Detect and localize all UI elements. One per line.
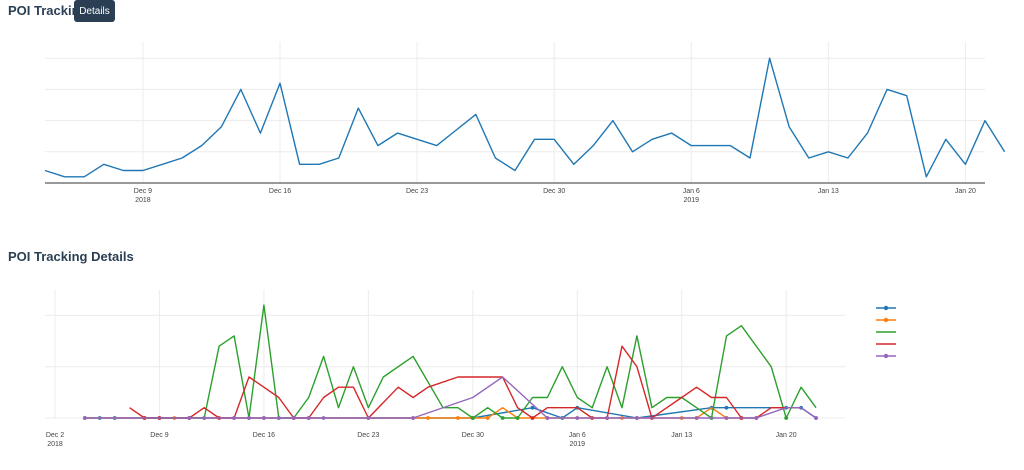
x-tick-label: Dec 30 <box>462 432 484 439</box>
x-tick-year-label: 2018 <box>135 197 151 204</box>
data-point-purple <box>545 416 550 420</box>
data-point-purple <box>724 416 729 420</box>
x-tick-year-label: 2019 <box>683 197 699 204</box>
x-tick-label: Jan 13 <box>818 188 839 195</box>
x-tick-label: Dec 9 <box>150 432 168 439</box>
legend-marker-blue <box>883 305 889 311</box>
data-point-red <box>530 416 535 420</box>
data-point-blue <box>724 405 729 410</box>
x-tick-label: Dec 16 <box>269 188 291 195</box>
data-point-purple <box>291 416 296 420</box>
data-point-green <box>784 416 789 420</box>
x-tick-label: Dec 23 <box>406 188 428 195</box>
x-tick-label: Jan 13 <box>671 432 692 439</box>
data-point-green <box>470 416 475 420</box>
x-tick-year-label: 2018 <box>47 441 63 448</box>
data-point-purple <box>306 416 311 420</box>
data-point-purple <box>635 416 639 420</box>
data-point-blue <box>530 405 535 410</box>
data-point-purple <box>232 416 236 420</box>
x-tick-label: Dec 16 <box>253 432 275 439</box>
data-point-purple <box>605 416 609 420</box>
data-point-orange <box>426 416 430 420</box>
x-tick-label: Dec 23 <box>357 432 379 439</box>
data-point-purple <box>321 416 326 420</box>
data-point-purple <box>82 416 87 420</box>
series-line-blue <box>84 407 817 419</box>
data-point-purple <box>694 416 699 420</box>
data-point-green <box>500 416 505 420</box>
series-line-purple <box>84 376 817 419</box>
legend-marker-purple <box>883 353 889 359</box>
data-point-purple <box>276 416 281 420</box>
x-tick-year-label: 2019 <box>569 441 585 448</box>
data-point-purple <box>814 416 818 420</box>
x-tick-label: Dec 30 <box>543 188 565 195</box>
poi-tracking-chart: Dec 9 2018 Dec 16 Dec 23 Dec 30 Jan 6 2019 Jan … <box>44 42 1006 204</box>
details-section-title: POI Tracking Details <box>8 249 134 264</box>
series-line-red <box>129 345 802 419</box>
series-line-green <box>144 304 817 419</box>
data-point-green <box>515 416 520 420</box>
data-point-purple <box>187 416 192 420</box>
data-point-orange <box>485 416 490 420</box>
data-point-purple <box>575 416 580 420</box>
data-point-purple <box>366 416 371 420</box>
x-tick-label: Jan 6 <box>683 188 700 195</box>
details-button[interactable]: Details <box>74 0 115 22</box>
x-tick-label: Jan 6 <box>569 432 586 439</box>
x-tick-label: Jan 20 <box>776 432 797 439</box>
data-point-orange <box>455 416 460 420</box>
page-title: POI Tracking <box>8 3 88 18</box>
x-tick-label: Dec 9 <box>134 188 152 195</box>
data-point-purple <box>411 416 416 420</box>
data-point-purple <box>754 416 759 420</box>
series-line-blue <box>44 57 1006 178</box>
data-point-purple <box>262 416 266 420</box>
x-tick-label: Jan 20 <box>955 188 976 195</box>
data-point-purple <box>247 416 251 420</box>
x-tick-label: Dec 2 <box>46 432 64 439</box>
data-point-purple <box>202 416 207 420</box>
legend-marker-orange <box>883 317 889 323</box>
